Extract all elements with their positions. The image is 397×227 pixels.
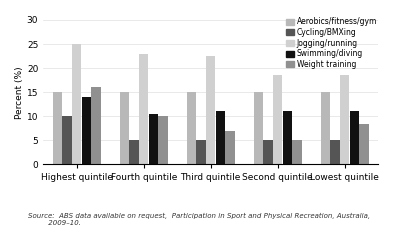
Bar	[254, 92, 263, 165]
Bar	[359, 123, 369, 165]
Bar	[72, 44, 81, 165]
Bar	[273, 75, 282, 165]
Bar	[350, 111, 359, 165]
Bar	[293, 140, 302, 165]
Bar	[120, 92, 129, 165]
Bar	[340, 75, 349, 165]
Bar	[216, 111, 225, 165]
Bar	[139, 54, 148, 165]
Legend: Aerobics/fitness/gym, Cycling/BMXing, Jogging/running, Swimming/diving, Weight t: Aerobics/fitness/gym, Cycling/BMXing, Jo…	[286, 17, 378, 70]
Bar	[158, 116, 168, 165]
Bar	[283, 111, 292, 165]
Bar	[264, 140, 273, 165]
Y-axis label: Percent (%): Percent (%)	[15, 66, 24, 118]
Bar	[330, 140, 340, 165]
Bar	[53, 92, 62, 165]
Bar	[62, 116, 72, 165]
Bar	[321, 92, 330, 165]
Bar	[225, 131, 235, 165]
Text: Source:  ABS data available on request,  Participation in Sport and Physical Rec: Source: ABS data available on request, P…	[28, 213, 370, 226]
Bar	[187, 92, 196, 165]
Bar	[148, 114, 158, 165]
Bar	[82, 97, 91, 165]
Bar	[129, 140, 139, 165]
Bar	[197, 140, 206, 165]
Bar	[206, 56, 216, 165]
Bar	[91, 87, 101, 165]
